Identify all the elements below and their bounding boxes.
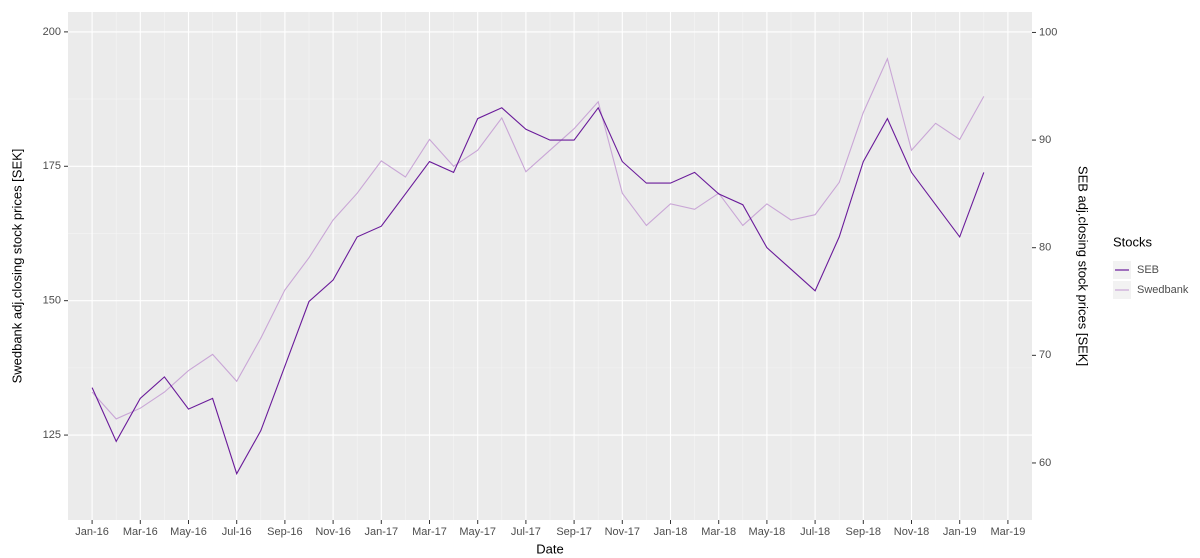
x-tick-label: Sep-18: [846, 526, 881, 538]
y-axis-title: Swedbank adj.closing stock prices [SEK]: [9, 149, 24, 384]
legend-title: Stocks: [1113, 234, 1153, 249]
x-tick-label: Jan-17: [364, 526, 398, 538]
x-tick-label: Jan-16: [75, 526, 109, 538]
x-tick-label: Jan-18: [654, 526, 688, 538]
x-tick-label: Jul-16: [222, 526, 252, 538]
series-line: [91, 57, 985, 420]
x-tick-label: Nov-17: [605, 526, 640, 538]
x-tick-label: Mar-18: [701, 526, 736, 538]
x-tick-label: Mar-16: [123, 526, 158, 538]
y2-axis-title: SEB adj.closing stock prices [SEK]: [1076, 166, 1091, 366]
x-tick-label: May-17: [459, 526, 496, 538]
x-tick-label: Mar-17: [412, 526, 447, 538]
x-tick-label: Jan-19: [943, 526, 977, 538]
x-tick-label: Sep-17: [556, 526, 591, 538]
legend-label: SEB: [1137, 264, 1159, 276]
y-tick-label: 175: [43, 160, 61, 172]
legend-label: Swedbank: [1137, 284, 1189, 296]
x-axis-title: Date: [536, 541, 563, 556]
y2-tick-label: 60: [1039, 457, 1051, 469]
x-tick-label: May-16: [170, 526, 207, 538]
y2-tick-label: 90: [1039, 134, 1051, 146]
x-tick-label: Jul-18: [800, 526, 830, 538]
x-tick-label: Sep-16: [267, 526, 302, 538]
x-tick-label: Nov-18: [894, 526, 929, 538]
x-tick-label: May-18: [749, 526, 786, 538]
y2-tick-label: 80: [1039, 242, 1051, 254]
y-tick-label: 125: [43, 429, 61, 441]
x-tick-label: Nov-16: [315, 526, 350, 538]
x-tick-label: Mar-19: [990, 526, 1025, 538]
y-tick-label: 150: [43, 295, 61, 307]
y2-tick-label: 100: [1039, 26, 1057, 38]
x-tick-label: Jul-17: [511, 526, 541, 538]
series-line: [91, 106, 985, 476]
y2-tick-label: 70: [1039, 349, 1051, 361]
y-tick-label: 200: [43, 26, 61, 38]
